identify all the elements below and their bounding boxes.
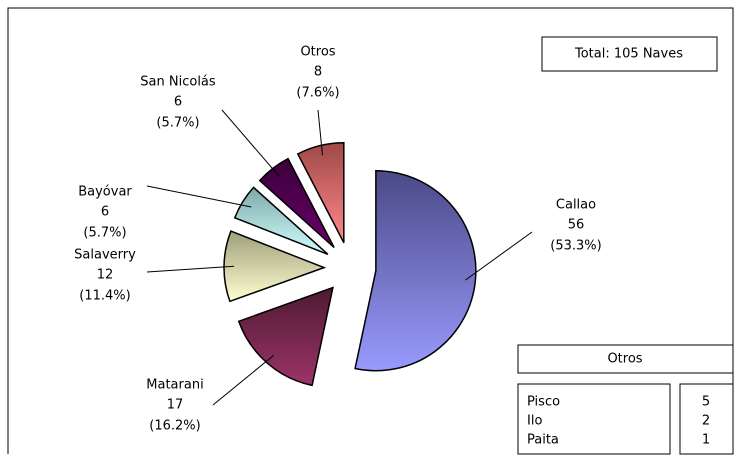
table-title: Otros bbox=[607, 352, 642, 367]
slice-percent: (7.6%) bbox=[296, 86, 339, 101]
annotation: Total: 105 Naves bbox=[574, 47, 683, 62]
slice-percent: (16.2%) bbox=[149, 419, 200, 434]
slice-value: 17 bbox=[167, 398, 184, 413]
pie-slice bbox=[296, 141, 345, 244]
slice-percent: (5.7%) bbox=[83, 226, 126, 241]
table-name: Ilo bbox=[527, 414, 542, 429]
leader-line bbox=[221, 109, 280, 177]
frame bbox=[7, 7, 734, 454]
leader-line bbox=[317, 109, 323, 156]
slice-value: 6 bbox=[101, 205, 109, 220]
leader-line bbox=[212, 354, 274, 406]
pie-slice bbox=[223, 230, 327, 303]
slice-label: Bayóvar bbox=[78, 185, 132, 200]
table-names-box bbox=[517, 383, 671, 455]
slice-value: 56 bbox=[568, 218, 585, 233]
slice-percent: (53.3%) bbox=[550, 239, 601, 254]
table-name: Paita bbox=[527, 433, 559, 448]
leader-line bbox=[465, 231, 533, 281]
slice-value: 8 bbox=[314, 65, 322, 80]
table-value: 1 bbox=[702, 433, 710, 448]
slice-label: Matarani bbox=[146, 378, 203, 393]
table-name: Pisco bbox=[527, 395, 560, 410]
table-value: 5 bbox=[702, 395, 710, 410]
slice-value: 12 bbox=[97, 268, 114, 283]
slice-percent: (5.7%) bbox=[156, 116, 199, 131]
slice-label: Otros bbox=[300, 45, 335, 60]
slice-label: Salaverry bbox=[74, 248, 136, 263]
slice-label: San Nicolás bbox=[140, 75, 216, 90]
table-values-box bbox=[679, 383, 734, 455]
pie-slice bbox=[237, 286, 334, 387]
table-header-box bbox=[517, 344, 734, 374]
slice-percent: (11.4%) bbox=[79, 289, 130, 304]
pie-slice bbox=[233, 186, 329, 256]
table-value: 2 bbox=[702, 414, 710, 429]
annotation-box bbox=[541, 36, 718, 72]
pie-slice bbox=[258, 157, 335, 248]
leader-line bbox=[146, 185, 252, 208]
slice-label: Callao bbox=[556, 198, 596, 213]
slice-value: 6 bbox=[174, 95, 182, 110]
pie-slice bbox=[354, 169, 477, 372]
leader-line bbox=[146, 265, 235, 273]
